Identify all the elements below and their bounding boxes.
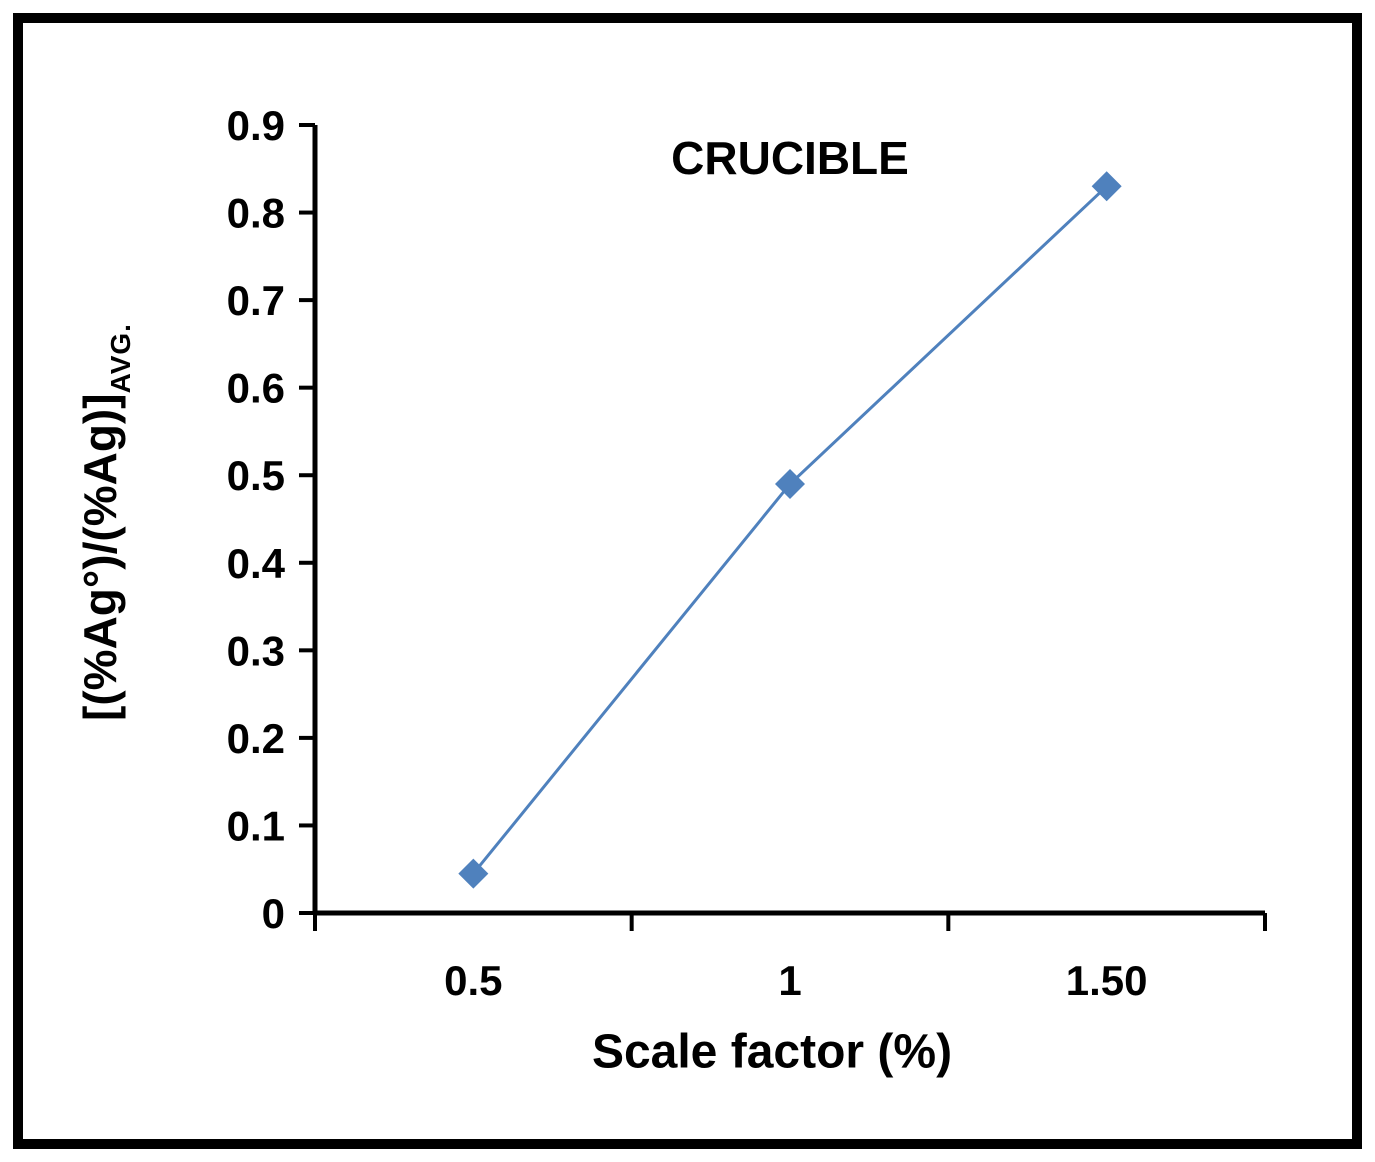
y-tick-label: 0.5 (227, 452, 285, 499)
series-point-marker (775, 468, 805, 499)
x-axis-title: Scale factor (%) (591, 1025, 953, 1079)
y-tick-label: 0 (262, 890, 285, 937)
series-point-marker (458, 858, 489, 889)
y-axis-title-subscript: AVG. (105, 323, 136, 394)
x-tick-label: 0.5 (444, 957, 502, 1004)
series-line (472, 185, 1108, 875)
y-tick-label: 0.9 (227, 102, 285, 149)
series-point-marker (1091, 171, 1122, 202)
x-tick-label: 1.50 (1066, 957, 1148, 1004)
y-tick-label: 0.6 (227, 365, 285, 412)
chart-title: CRUCIBLE (671, 132, 909, 184)
y-tick-label: 0.8 (227, 190, 285, 237)
y-tick-label: 0.1 (227, 802, 285, 849)
y-tick-label: 0.3 (227, 627, 285, 674)
y-tick-label: 0.7 (227, 277, 285, 324)
x-tick-label: 1 (778, 957, 801, 1004)
y-axis-title: [(%Ag°)/(%Ag)]AVG. (73, 323, 137, 721)
y-tick-label: 0.4 (227, 540, 286, 587)
y-axis-title-main: [(%Ag°)/(%Ag)] (74, 393, 126, 721)
chart-frame (13, 13, 1362, 1149)
y-tick-label: 0.2 (227, 715, 285, 762)
